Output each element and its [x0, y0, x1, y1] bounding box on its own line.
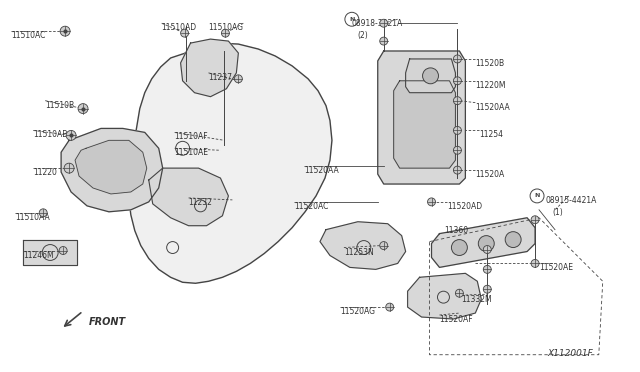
Circle shape	[380, 37, 388, 45]
Text: 11253N: 11253N	[344, 247, 374, 257]
Circle shape	[180, 29, 189, 37]
Text: 11254: 11254	[479, 131, 503, 140]
Circle shape	[453, 146, 461, 154]
Text: 11220M: 11220M	[476, 81, 506, 90]
Circle shape	[60, 26, 70, 36]
Text: 11520AG: 11520AG	[340, 307, 375, 316]
Circle shape	[531, 216, 539, 224]
Circle shape	[478, 235, 494, 251]
Text: X112001F: X112001F	[547, 349, 593, 358]
Polygon shape	[378, 51, 465, 184]
Circle shape	[66, 131, 76, 140]
Polygon shape	[431, 218, 535, 267]
Text: 08918-3421A: 08918-3421A	[352, 19, 403, 28]
Circle shape	[380, 241, 388, 250]
Text: 11520A: 11520A	[476, 170, 504, 179]
Text: 11232: 11232	[189, 198, 212, 207]
Polygon shape	[148, 168, 228, 226]
Text: 11360: 11360	[444, 226, 468, 235]
Text: 11510B: 11510B	[45, 101, 74, 110]
Text: 11510AC: 11510AC	[12, 31, 45, 40]
Circle shape	[451, 240, 467, 256]
Circle shape	[380, 19, 388, 27]
Text: (1): (1)	[552, 208, 563, 217]
Polygon shape	[61, 128, 163, 212]
Text: 11520AC: 11520AC	[294, 202, 328, 211]
Polygon shape	[408, 273, 481, 319]
Text: 11520AA: 11520AA	[476, 103, 510, 112]
Text: 11510AE: 11510AE	[175, 148, 209, 157]
Text: 11510AG: 11510AG	[209, 23, 243, 32]
Circle shape	[221, 29, 229, 37]
Circle shape	[483, 265, 492, 273]
Circle shape	[456, 289, 463, 297]
Text: 11237: 11237	[209, 73, 232, 82]
Text: 11246M: 11246M	[23, 250, 54, 260]
Circle shape	[531, 259, 539, 267]
Text: (2): (2)	[358, 31, 369, 40]
Polygon shape	[406, 59, 456, 93]
Text: 11510AA: 11510AA	[15, 213, 50, 222]
Text: 11510AB: 11510AB	[33, 131, 68, 140]
Text: 08915-4421A: 08915-4421A	[545, 196, 596, 205]
Text: FRONT: FRONT	[89, 317, 126, 327]
Circle shape	[59, 247, 67, 254]
Text: 11520B: 11520B	[476, 59, 504, 68]
Polygon shape	[75, 140, 147, 194]
Text: 11520AD: 11520AD	[447, 202, 483, 211]
Polygon shape	[180, 39, 238, 97]
Text: 11510AF: 11510AF	[175, 132, 208, 141]
Polygon shape	[394, 81, 456, 168]
Circle shape	[483, 246, 492, 253]
Text: 11520AF: 11520AF	[440, 315, 473, 324]
Circle shape	[428, 198, 435, 206]
Circle shape	[78, 104, 88, 113]
Text: N: N	[534, 193, 540, 198]
Polygon shape	[129, 43, 332, 283]
Circle shape	[453, 166, 461, 174]
Text: 11220: 11220	[33, 168, 57, 177]
Polygon shape	[23, 240, 77, 265]
Text: 11520AE: 11520AE	[539, 263, 573, 272]
Text: 11520AA: 11520AA	[304, 166, 339, 175]
Text: 11332M: 11332M	[461, 295, 492, 304]
Circle shape	[39, 209, 47, 217]
Text: N: N	[349, 17, 355, 22]
Circle shape	[453, 97, 461, 105]
Circle shape	[453, 55, 461, 63]
Polygon shape	[320, 222, 406, 269]
Circle shape	[234, 75, 243, 83]
Circle shape	[386, 303, 394, 311]
Circle shape	[483, 285, 492, 293]
Circle shape	[453, 126, 461, 134]
Circle shape	[64, 163, 74, 173]
Circle shape	[505, 232, 521, 247]
Circle shape	[422, 68, 438, 84]
Circle shape	[453, 77, 461, 85]
Text: 11510AD: 11510AD	[162, 23, 197, 32]
